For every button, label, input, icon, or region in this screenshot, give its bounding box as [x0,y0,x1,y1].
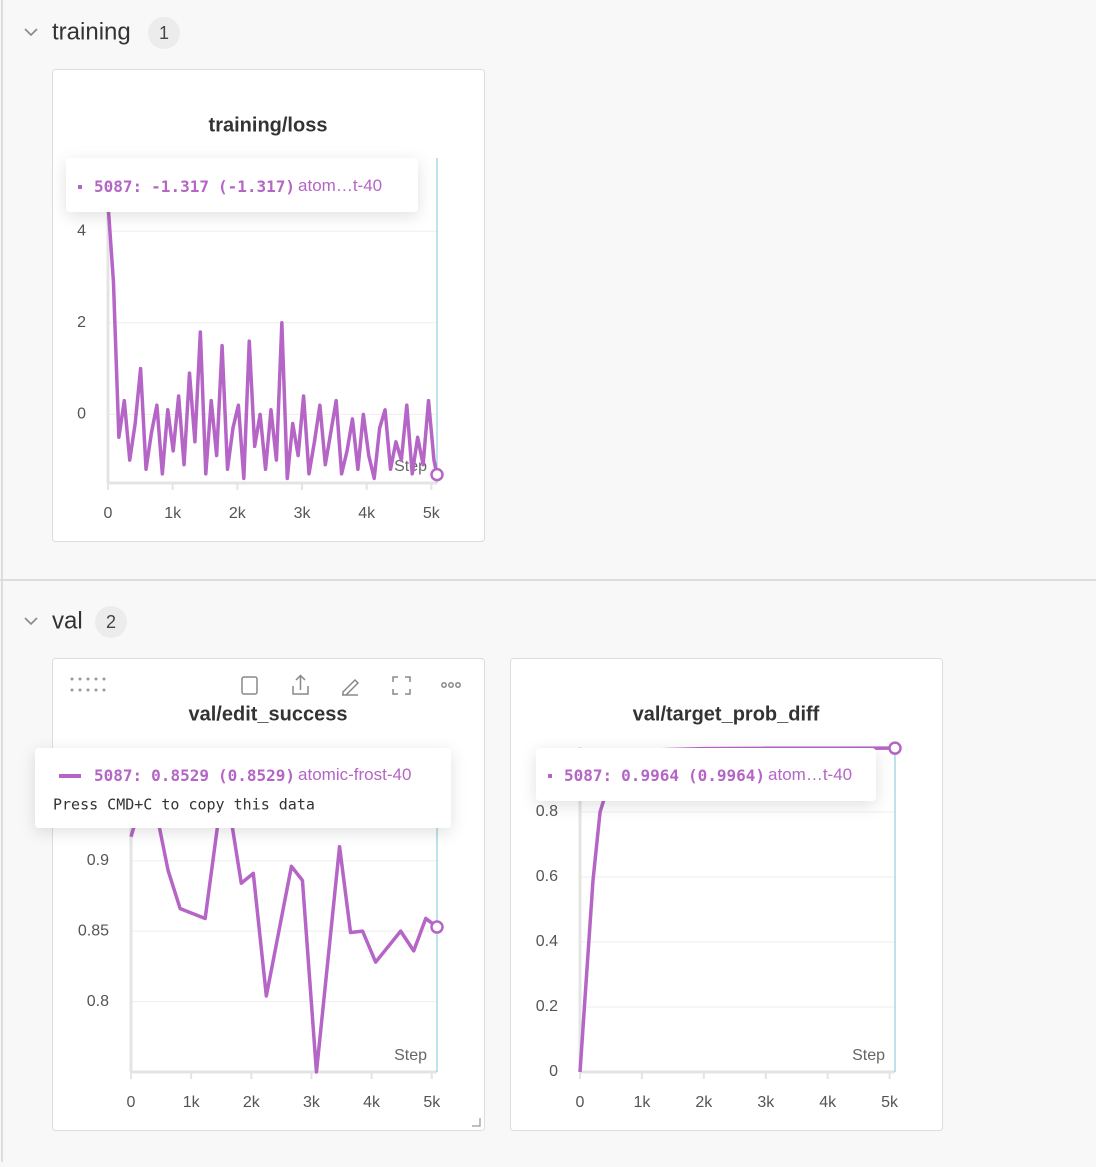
y-tick-label: 0.6 [536,868,558,885]
x-tick-label: 2k [243,1094,261,1111]
tooltip [66,158,418,212]
x-tick-label: 5k [423,505,441,522]
y-tick-label: 4 [77,222,86,239]
tooltip-text: 5087: 0.9964 (0.9964) atom…t-40 [564,765,852,784]
line [129,774,439,1074]
line [106,203,439,481]
x-tick-label: 2k [695,1094,713,1111]
more-icon[interactable] [441,682,461,688]
tooltip-smoothed: (0.8529) [218,766,295,785]
y-tick-label: 0.2 [536,998,558,1015]
hover-point [888,741,902,755]
tooltip-hint: Press CMD+C to copy this data [53,796,315,814]
chart-title: val/edit_success [189,703,348,725]
x-tick-label: 3k [303,1094,321,1111]
tooltip-swatch [78,185,82,189]
y-tick-label: 0 [77,406,86,423]
chart: 0.8 0.85 0.9 0 1k 2k 3k 4k 5k Step [78,748,444,1111]
tooltip-value: 0.8529 [151,766,209,785]
x-tick-label: 3k [757,1094,775,1111]
drag-handle[interactable] [70,677,106,692]
tooltip-run: atom…t-40 [298,176,382,195]
tooltip-text: 5087: -1.317 (-1.317) atom…t-40 [94,176,382,195]
x-axis-label: Step [394,1047,427,1064]
x-tick-label: 0 [576,1094,585,1111]
copy-icon[interactable] [241,676,258,695]
chevron[interactable] [24,28,38,37]
tooltip-run: atomic-frost-40 [298,765,411,784]
x-tick-label: 2k [229,505,247,522]
tooltip-smoothed: (0.9964) [688,766,765,785]
x-axis-label: Step [852,1047,885,1064]
tooltip-swatch [548,774,552,778]
x-tick-label: 4k [358,505,376,522]
y-tick-label: 0.4 [536,933,558,950]
tooltip-run: atom…t-40 [768,765,852,784]
tooltip-step: 5087: [94,177,142,196]
tooltip [536,748,876,801]
tooltip-step: 5087: [564,766,612,785]
export-icon[interactable] [292,674,309,695]
section-title[interactable]: training [52,18,131,45]
count-badge [95,606,127,638]
edit-icon[interactable] [342,678,360,696]
x-tick-label: 1k [183,1094,201,1111]
chart-title: training/loss [209,114,328,136]
chevron[interactable] [24,617,38,626]
y-tick-label: 2 [77,314,86,331]
x-tick-label: 1k [164,505,182,522]
section-count: 1 [159,23,169,43]
fullscreen-icon[interactable] [392,676,411,695]
hover-point [430,467,444,482]
section-title[interactable]: val [52,607,83,634]
y-tick-label: 0.8 [536,803,558,820]
y-tick-label: 0.8 [87,993,109,1010]
tooltip-value: -1.317 [151,177,209,196]
tooltip-text: 5087: 0.8529 (0.8529) atomic-frost-40 [94,765,411,784]
y-tick-label: 0.85 [78,922,109,939]
tooltip-smoothed: (-1.317) [218,177,295,196]
x-tick-label: 3k [294,505,312,522]
count-badge [148,17,180,49]
x-tick-label: 5k [881,1094,899,1111]
hover-point [430,920,444,934]
x-tick-label: 5k [423,1094,441,1111]
x-tick-label: 4k [819,1094,837,1111]
chart-title: val/target_prob_diff [633,703,820,725]
tooltip-step: 5087: [94,766,142,785]
resize-handle[interactable] [472,1118,481,1127]
x-tick-label: 0 [104,505,113,522]
x-tick-label: 0 [127,1094,136,1111]
x-tick-label: 4k [363,1094,381,1111]
section-count: 2 [106,612,116,632]
y-tick-label: 0.9 [87,852,109,869]
tooltip [35,748,451,828]
y-tick-label: 0 [549,1063,558,1080]
x-tick-label: 1k [633,1094,651,1111]
tooltip-value: 0.9964 [621,766,679,785]
